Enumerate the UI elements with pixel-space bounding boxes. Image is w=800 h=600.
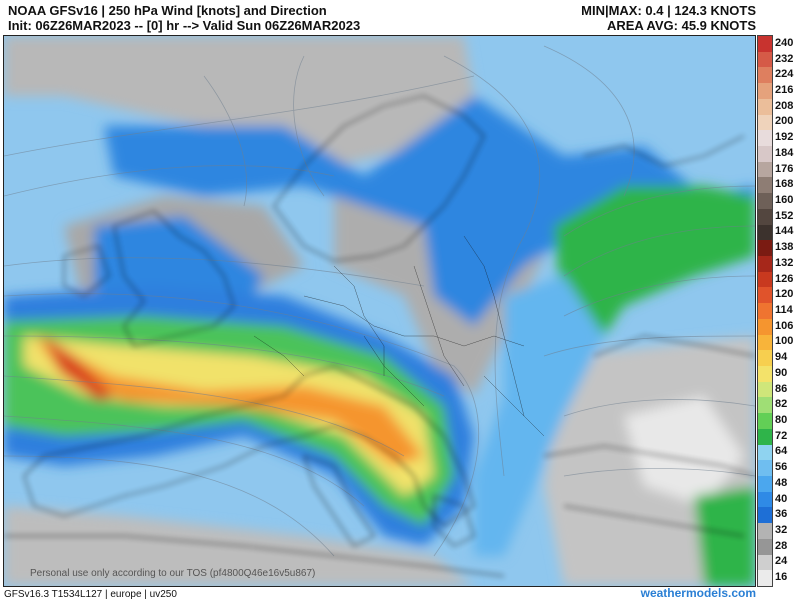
- colorbar-label: 138: [775, 241, 794, 254]
- colorbar-label: 152: [775, 209, 794, 222]
- colorbar-label: 82: [775, 398, 788, 411]
- colorbar-label: 72: [775, 429, 788, 442]
- colorbar-segment: [758, 554, 772, 571]
- colorbar-label: 200: [775, 115, 794, 128]
- wind-speed-colorbar: [757, 35, 773, 587]
- colorbar-label: 224: [775, 68, 794, 81]
- colorbar-segment: [758, 444, 772, 461]
- model-info: GFSv16.3 T1534L127 | europe | uv250: [4, 589, 177, 600]
- colorbar-segment: [758, 146, 772, 162]
- colorbar-segment: [758, 51, 772, 68]
- colorbar-segment: [758, 208, 772, 225]
- colorbar-segment: [758, 507, 772, 524]
- colorbar-label: 176: [775, 162, 794, 175]
- colorbar-segment: [758, 491, 772, 508]
- jet-main-orange: [34, 336, 424, 466]
- colorbar-segment: [758, 303, 772, 320]
- header-right: MIN|MAX: 0.4 | 124.3 KNOTS AREA AVG: 45.…: [581, 3, 756, 33]
- colorbar-segment: [758, 287, 772, 304]
- colorbar-segment: [758, 67, 772, 84]
- colorbar-segment: [758, 130, 772, 147]
- streamlines: [4, 45, 755, 557]
- colorbar-segment: [758, 538, 772, 555]
- coastlines: [4, 95, 755, 577]
- colorbar-segment: [758, 193, 772, 210]
- colorbar-label: 240: [775, 36, 794, 49]
- colorbar-label: 114: [775, 304, 793, 316]
- brand-link[interactable]: weathermodels.com: [640, 586, 756, 600]
- jet-east-green: [554, 186, 755, 366]
- colorbar-label: 40: [775, 492, 788, 505]
- colorbar-label: 36: [775, 508, 788, 521]
- colorbar-label: 28: [775, 539, 788, 552]
- colorbar-label: 80: [775, 414, 788, 426]
- minmax-readout: MIN|MAX: 0.4 | 124.3 KNOTS: [581, 3, 756, 18]
- colorbar-segment: [758, 114, 772, 131]
- colorbar-label: 126: [775, 272, 794, 285]
- colorbar-segment: [758, 224, 772, 241]
- colorbar-label: 56: [775, 461, 788, 474]
- colorbar-label: 168: [775, 178, 794, 191]
- colorbar-segment: [758, 334, 772, 351]
- colorbar-label: 100: [775, 335, 794, 348]
- colorbar-segment: [758, 36, 772, 52]
- colorbar-segment: [758, 256, 772, 272]
- colorbar-label: 216: [775, 84, 794, 96]
- colorbar-segment: [758, 83, 772, 100]
- colorbar-segment: [758, 570, 772, 587]
- header-left: NOAA GFSv16 | 250 hPa Wind [knots] and D…: [8, 3, 360, 33]
- colorbar-segment: [758, 413, 772, 430]
- country-borders: [253, 235, 545, 437]
- colorbar-label: 16: [775, 571, 788, 584]
- colorbar-segment: [758, 98, 772, 115]
- colorbar-segment: [758, 177, 772, 194]
- colorbar-segment: [758, 476, 772, 492]
- colorbar-segment: [758, 240, 772, 257]
- wind-map-canvas: [4, 36, 755, 586]
- colorbar-label: 32: [775, 524, 788, 536]
- very-low-wind-anatolia: [624, 396, 744, 506]
- area-average-readout: AREA AVG: 45.9 KNOTS: [606, 18, 756, 33]
- jet-southeast-green: [694, 486, 755, 586]
- colorbar-label: 94: [775, 351, 788, 364]
- jet-core-red: [44, 336, 114, 401]
- colorbar-segment: [758, 397, 772, 414]
- colorbar-label: 192: [775, 131, 794, 144]
- colorbar-segment: [758, 523, 772, 540]
- colorbar-segment: [758, 381, 772, 398]
- colorbar-label: 48: [775, 476, 788, 489]
- colorbar-label: 184: [775, 146, 794, 159]
- colorbar-segment: [758, 161, 772, 178]
- colorbar-label: 144: [775, 225, 794, 238]
- jet-main-yellow: [24, 336, 434, 496]
- wind-map: [3, 35, 756, 587]
- colorbar-label: 160: [775, 194, 794, 206]
- colorbar-label: 90: [775, 366, 788, 379]
- colorbar-label: 24: [775, 555, 788, 568]
- colorbar-label: 232: [775, 52, 794, 65]
- colorbar-label: 120: [775, 288, 794, 301]
- low-wind-north: [4, 36, 474, 166]
- colorbar-label: 86: [775, 382, 788, 395]
- colorbar-segment: [758, 428, 772, 445]
- colorbar-label: 64: [775, 445, 788, 458]
- map-title: NOAA GFSv16 | 250 hPa Wind [knots] and D…: [8, 3, 327, 18]
- colorbar-segment: [758, 318, 772, 335]
- colorbar-label: 132: [775, 256, 794, 269]
- init-valid-time: Init: 06Z26MAR2023 -- [0] hr --> Valid S…: [8, 18, 361, 33]
- colorbar-segment: [758, 350, 772, 367]
- colorbar-label: 106: [775, 319, 794, 332]
- tos-notice: Personal use only according to our TOS (…: [30, 568, 316, 579]
- colorbar-segment: [758, 366, 772, 382]
- colorbar-label: 208: [775, 99, 794, 112]
- colorbar-segment: [758, 460, 772, 477]
- colorbar-segment: [758, 271, 772, 288]
